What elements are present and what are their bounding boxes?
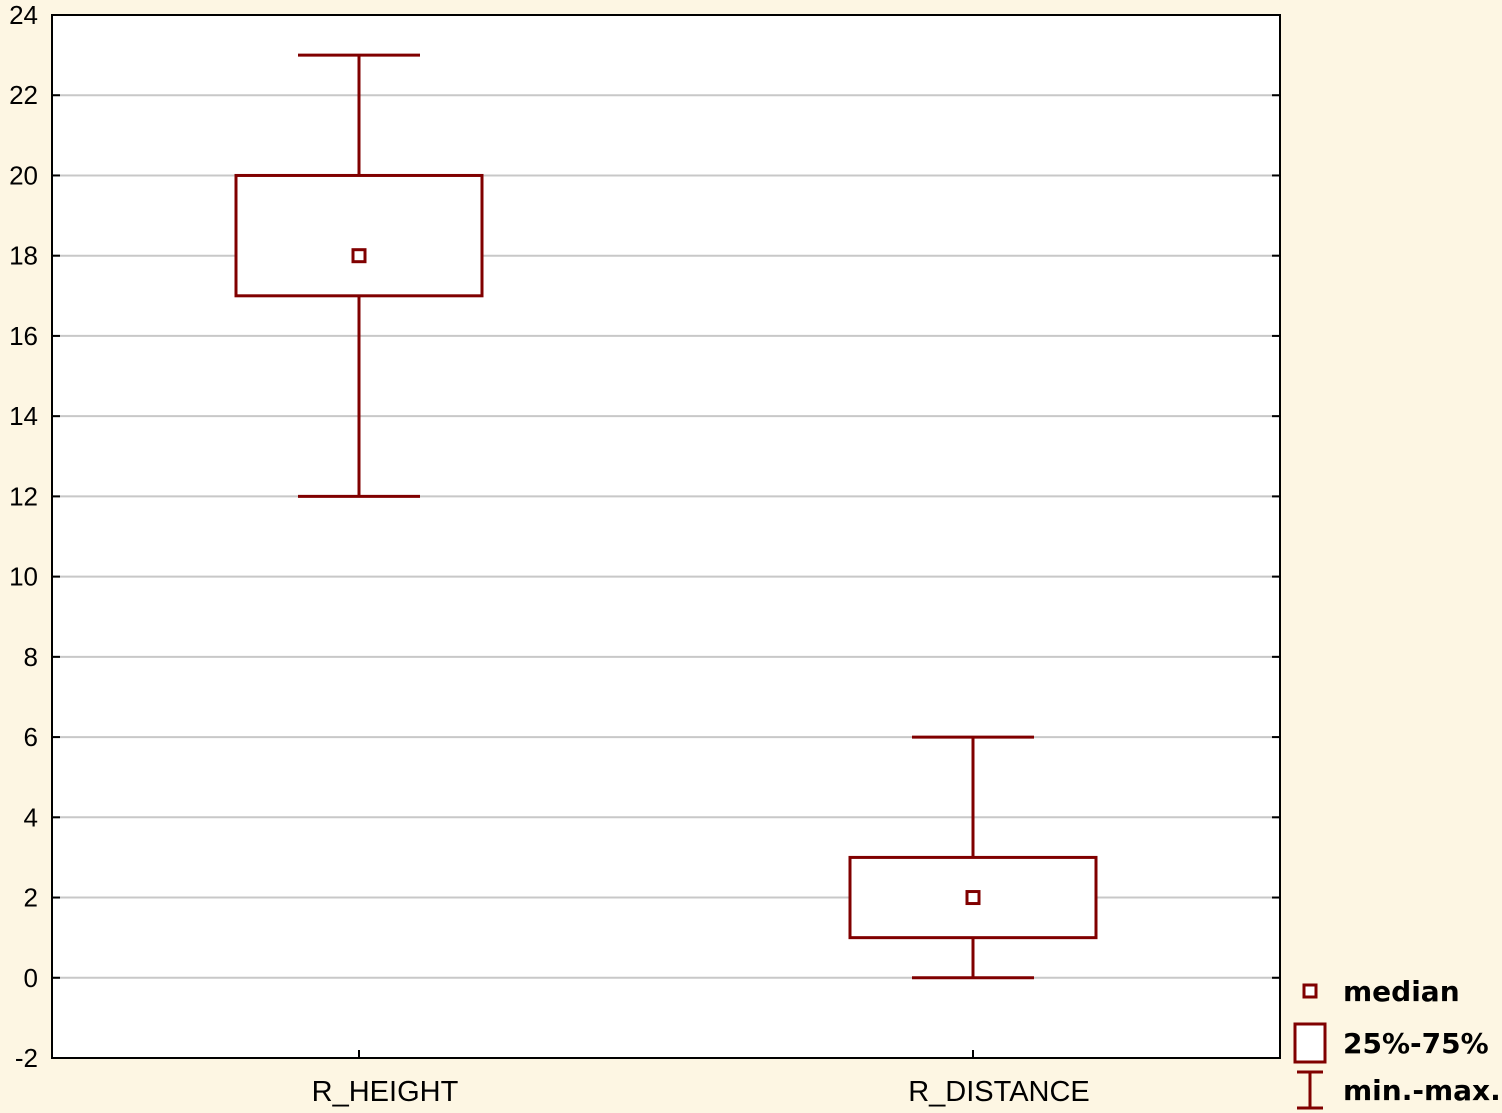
y-tick-label: 6 <box>24 722 38 752</box>
y-tick-label: 0 <box>24 963 38 993</box>
x-tick-label: R_HEIGHT <box>312 1076 459 1108</box>
legend-whisker-icon <box>1297 1070 1323 1110</box>
median-marker <box>965 890 981 906</box>
x-tick-label: R_DISTANCE <box>908 1076 1090 1108</box>
legend-item-median-marker: median <box>1302 975 1460 1008</box>
legend-box-icon <box>1293 1022 1327 1064</box>
median-marker <box>351 248 367 264</box>
y-tick-label: 18 <box>9 241 38 271</box>
y-tick-label: 2 <box>24 883 38 913</box>
plot-frame <box>51 14 1281 1059</box>
legend: median 25%-75% min.-max. <box>1293 975 1501 1110</box>
legend-label: median <box>1343 975 1460 1008</box>
legend-item-whisker: min.-max. <box>1297 1070 1501 1110</box>
iqr-box <box>848 855 1098 940</box>
y-tick-label: -2 <box>15 1043 38 1073</box>
y-tick-label: 22 <box>9 80 38 110</box>
y-tick-label: 10 <box>9 562 38 592</box>
y-tick-label: 24 <box>9 0 38 30</box>
y-tick-label: 12 <box>9 481 38 511</box>
box-r-distance <box>848 735 1098 980</box>
legend-item-box: 25%-75% <box>1293 1022 1489 1064</box>
legend-median-icon <box>1302 983 1318 999</box>
y-tick-label: 8 <box>24 642 38 672</box>
legend-label: min.-max. <box>1343 1074 1501 1107</box>
boxes <box>234 53 1098 980</box>
x-axis: R_HEIGHT R_DISTANCE <box>312 1050 1090 1108</box>
iqr-box <box>234 173 484 298</box>
y-tick-label: 14 <box>9 401 38 431</box>
legend-label: 25%-75% <box>1343 1027 1489 1060</box>
grid-lines <box>52 94 1280 979</box>
y-tick-label: 20 <box>9 160 38 190</box>
y-tick-label: 4 <box>24 802 38 832</box>
y-tick-label: 16 <box>9 321 38 351</box>
box-r-height <box>234 53 484 498</box>
